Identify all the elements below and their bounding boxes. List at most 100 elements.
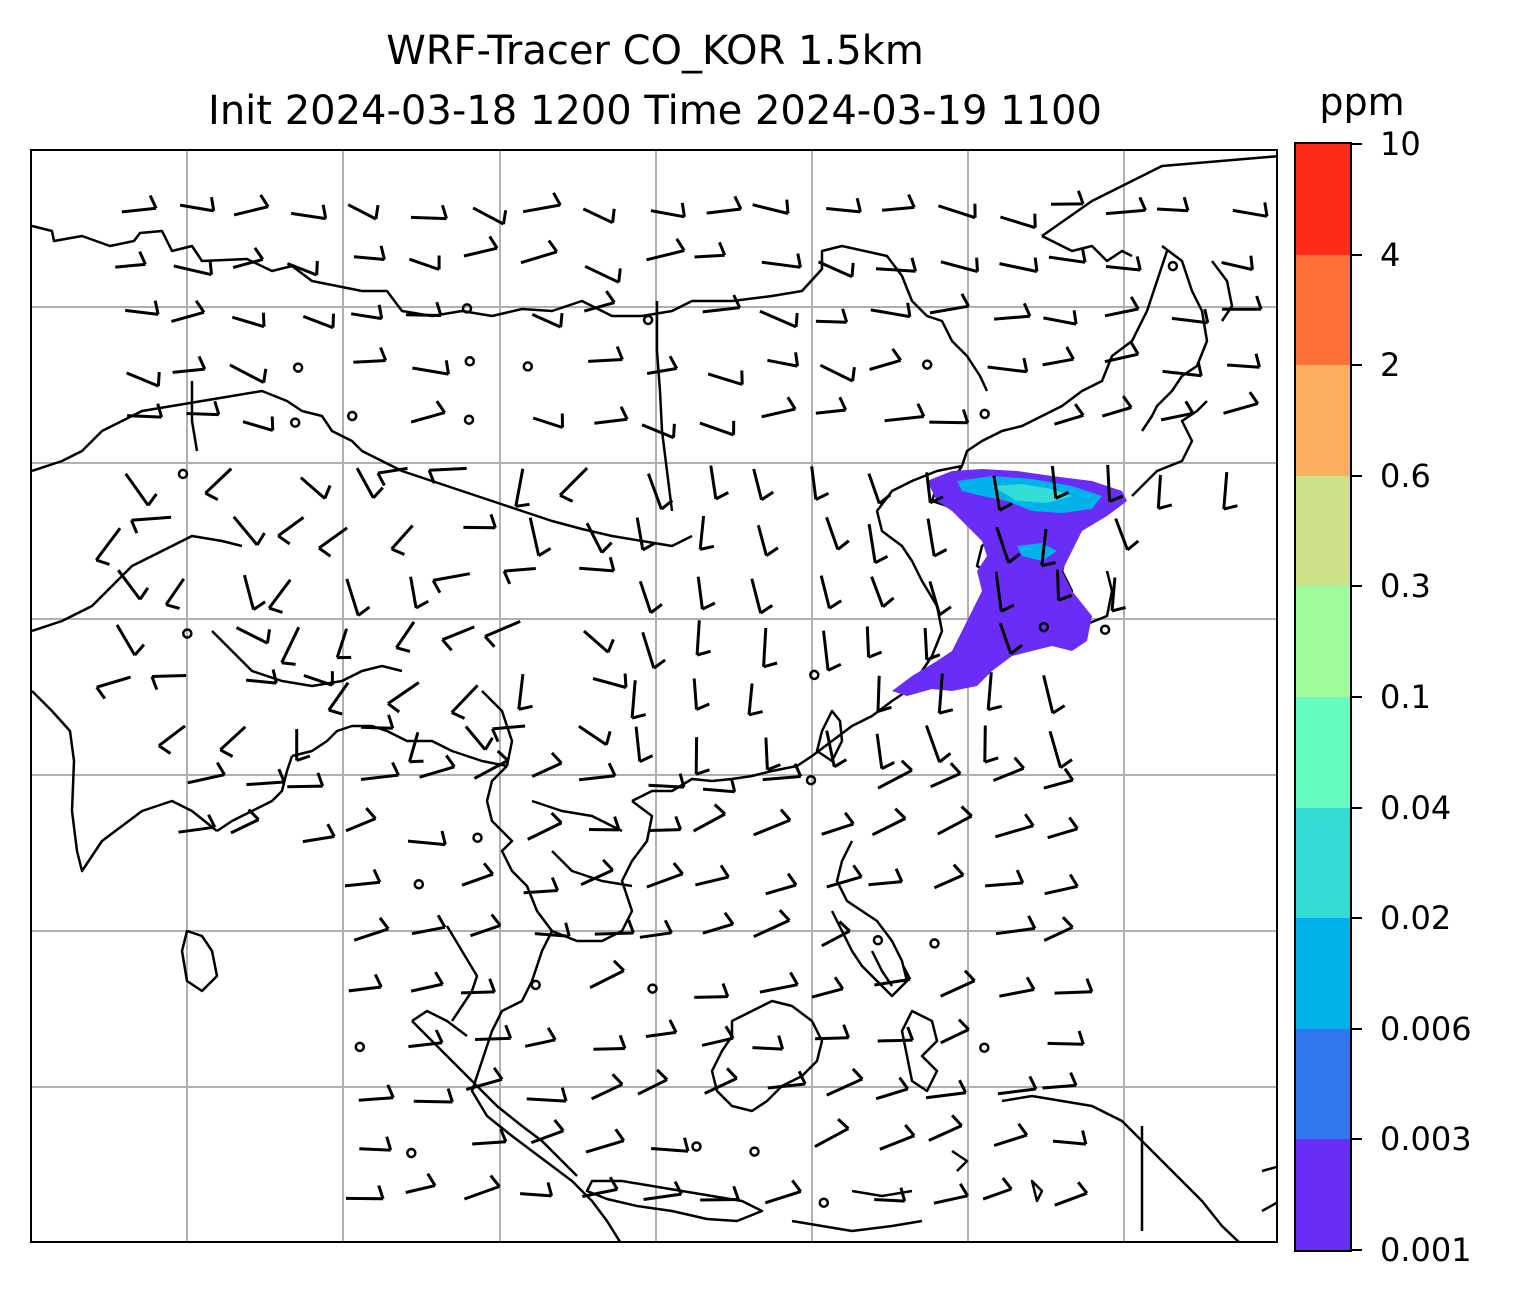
wind-barb [115,250,147,269]
wind-barb-shaft [353,255,385,261]
wind-barb-shaft [524,1038,556,1048]
calm-circle [461,303,473,314]
wind-barb [558,467,589,503]
wind-barb [173,260,213,277]
wind-barb-shaft [1171,316,1208,325]
wind-barb-shaft [646,249,685,262]
wind-barb-feather [683,1137,690,1152]
wind-barb [1042,675,1066,715]
wind-barb-shaft [995,526,1010,563]
wind-barb-feather [546,1182,554,1197]
wind-barb [530,1118,565,1145]
wind-barb-feather [515,502,530,508]
wind-barb [582,629,615,654]
wind-barb-shaft [630,680,637,719]
wind-barb-shaft [582,1187,618,1198]
wind-barb [982,1177,1013,1201]
wind-barb [646,473,674,511]
map-subtitle: Init 2024-03-18 1200 Time 2024-03-19 110… [208,88,1102,134]
wind-barb-feather [1184,400,1195,415]
wind-barb [1050,190,1085,206]
wind-barb-feather [564,922,571,937]
wind-barb [461,978,497,995]
wind-barb [502,567,536,585]
wind-barb-feather [656,1068,669,1081]
wind-barb-shaft [998,622,1013,655]
wind-barb-feather [675,237,686,252]
wind-barb-feather [1027,915,1037,930]
wind-barb-feather [663,919,673,934]
wind-barb-feather [1065,346,1075,360]
wind-barb-feather [326,823,336,838]
colorbar-tick [1352,917,1362,920]
wind-barb-shaft [937,204,976,220]
wind-barb-feather [623,673,628,688]
wind-barb-shaft [1160,411,1194,422]
wind-barb-shaft [353,927,389,942]
wind-barb [411,914,447,936]
wind-barb-shaft [1105,208,1146,216]
wind-barb-feather [833,758,848,769]
wind-barb-shaft [242,574,255,610]
wind-barb-feather [560,1087,568,1102]
wind-barb-feather [537,547,552,557]
wind-barb-shaft [639,931,672,939]
wind-barb [696,576,716,611]
wind-barb-shaft [409,576,418,609]
wind-barb-shaft [232,257,264,270]
wind-barb-feather [680,202,686,218]
wind-barb [826,197,862,214]
wind-barb-feather [266,629,271,644]
wind-barb [811,976,845,999]
wind-barb-shaft [580,868,614,886]
wind-barb [450,684,479,720]
wind-barb [245,669,278,685]
wind-barb-shaft [410,982,443,993]
wind-barb-shaft [408,731,420,763]
wind-barb-shaft [752,468,763,501]
wind-barb-feather [952,863,965,877]
wind-barb [463,235,499,258]
wind-barb [590,1073,624,1101]
wind-barb-feather [427,469,436,484]
wind-barb [641,631,666,670]
wind-barb-feather [1051,704,1066,715]
wind-barb [1052,1130,1088,1146]
wind-barb [126,371,161,388]
wind-barb [994,571,1015,613]
wind-barb-feather [483,635,496,648]
wind-barb-feather [391,761,400,776]
wind-barb-feather [1077,1030,1085,1045]
wind-barb [475,1024,513,1041]
wind-barb-feather [491,728,500,743]
wind-barb-shaft [821,929,851,948]
wind-barb-shaft [925,1091,966,1100]
wind-barb [876,675,892,713]
wind-barb-feather [827,662,842,672]
wind-barb-feather [949,762,962,775]
wind-barb-shaft [875,1087,909,1101]
wind-barb-feather [779,808,792,822]
wind-barb-feather [204,491,219,502]
wind-barb-feather [617,268,622,283]
wind-barb [937,673,954,715]
wind-barb-shaft [405,1184,436,1194]
wind-barb-feather [838,920,851,933]
wind-barb-feather [602,858,614,872]
colorbar-segment [1296,475,1350,587]
wind-barb [584,264,622,284]
wind-barb [638,580,663,614]
wind-barb-shaft [245,678,277,685]
wind-barb [937,805,973,836]
wind-barb-feather [938,752,952,764]
wind-barb [747,683,763,717]
calm-circles [177,260,1179,1208]
wind-barb-feather [434,971,444,985]
wind-barb-feather [607,762,617,777]
wind-barb [427,466,467,484]
wind-barb-feather [723,911,735,925]
wind-barb-shaft [395,621,416,649]
colorbar-segment [1296,1028,1350,1140]
wind-barb-feather [668,1019,678,1034]
wind-barb-shaft [353,359,386,364]
